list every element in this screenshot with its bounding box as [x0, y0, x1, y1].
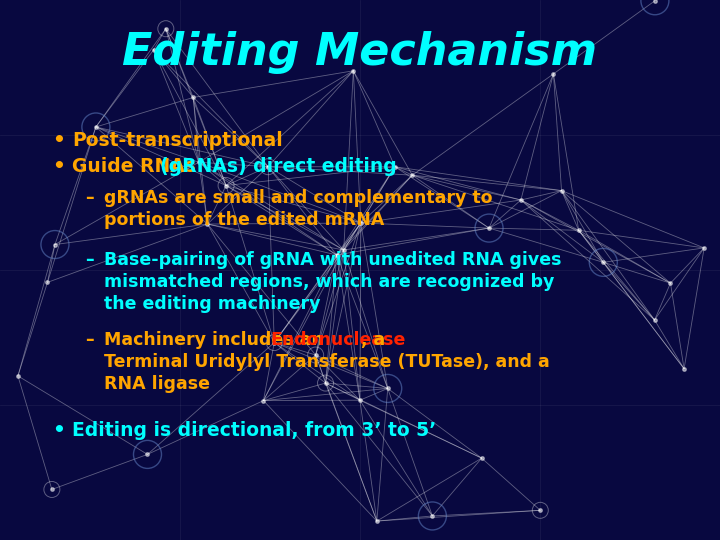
Text: Base-pairing of gRNA with unedited RNA gives: Base-pairing of gRNA with unedited RNA g…: [104, 251, 562, 269]
Text: mismatched regions, which are recognized by: mismatched regions, which are recognized…: [104, 273, 554, 291]
Text: the editing machinery: the editing machinery: [104, 295, 320, 313]
Text: Terminal Uridylyl Transferase (TUTase), and a: Terminal Uridylyl Transferase (TUTase), …: [104, 353, 550, 371]
Text: Machinery includes an: Machinery includes an: [104, 331, 330, 349]
Text: Editing Mechanism: Editing Mechanism: [122, 30, 598, 73]
Text: •: •: [52, 421, 65, 440]
Text: RNA ligase: RNA ligase: [104, 375, 210, 393]
Text: , a: , a: [361, 331, 385, 349]
Text: Editing is directional, from 3’ to 5’: Editing is directional, from 3’ to 5’: [72, 421, 436, 440]
Text: Endonuclease: Endonuclease: [270, 331, 405, 349]
Text: gRNAs are small and complementary to: gRNAs are small and complementary to: [104, 189, 492, 207]
Text: portions of the edited mRNA: portions of the edited mRNA: [104, 211, 384, 229]
Text: –: –: [85, 331, 94, 349]
Text: •: •: [52, 158, 65, 177]
Text: –: –: [85, 189, 94, 207]
Text: (gRNAs) direct editing: (gRNAs) direct editing: [160, 158, 397, 177]
Text: –: –: [85, 251, 94, 269]
Text: Post-transcriptional: Post-transcriptional: [72, 131, 283, 150]
Text: Guide RNAs: Guide RNAs: [72, 158, 202, 177]
Text: •: •: [52, 131, 65, 150]
